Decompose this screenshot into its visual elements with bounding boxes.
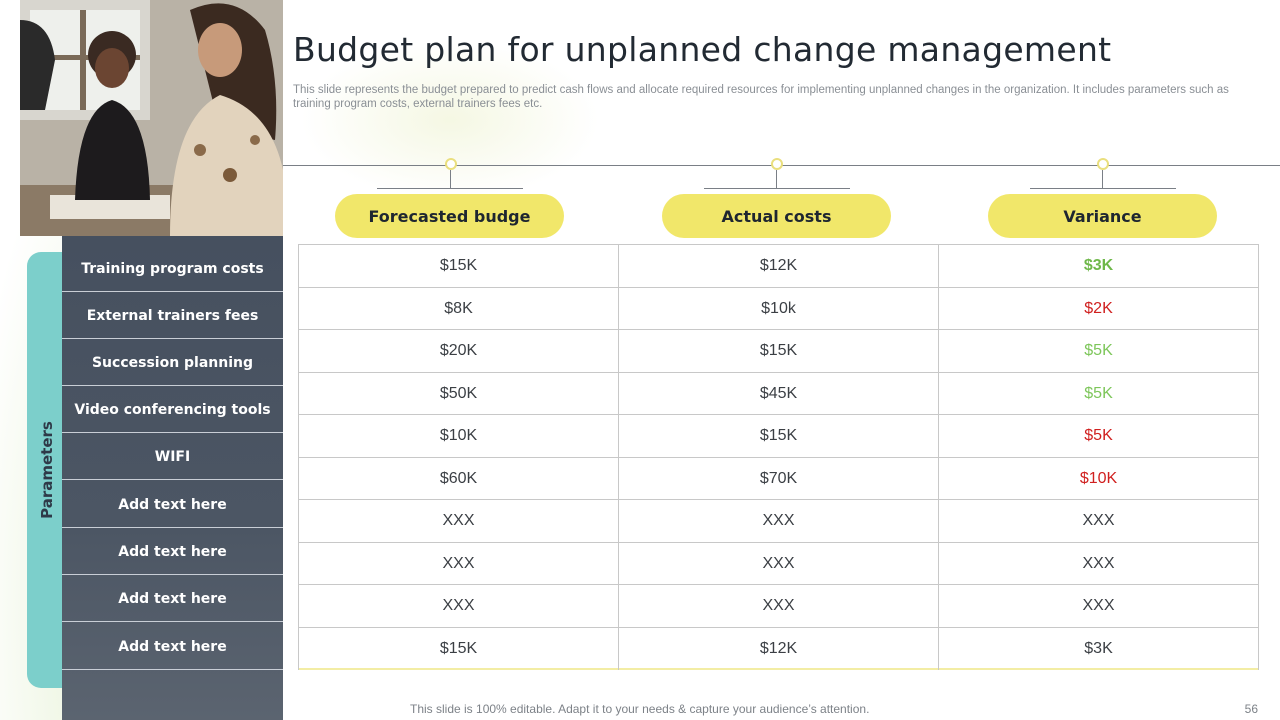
variance-cell: $3K [938,244,1259,287]
budget-table: $15K $12K $3K $8K $10k $2K $20K $15K $5K… [298,244,1259,670]
table-row: $15K $12K $3K [298,244,1259,287]
actual-cell: $12K [618,627,938,670]
connector-stem [450,170,451,188]
connector-bar [704,188,850,189]
variance-cell: XXX [938,542,1259,585]
forecast-cell: $20K [298,329,618,372]
connector-bar [1030,188,1176,189]
parameters-label: Parameters [38,421,56,519]
page-number: 56 [1244,702,1258,716]
page-title: Budget plan for unplanned change managem… [293,30,1112,69]
forecast-cell: $8K [298,287,618,330]
forecast-cell: XXX [298,584,618,627]
connector-bar [377,188,523,189]
header-photo [20,0,283,236]
page-subtitle: This slide represents the budget prepare… [293,84,1229,110]
footer-note: This slide is 100% editable. Adapt it to… [410,702,870,716]
forecast-cell: $60K [298,457,618,500]
connector-stem [776,170,777,188]
actual-cell: XXX [618,499,938,542]
forecast-cell: XXX [298,542,618,585]
forecast-cell: $15K [298,627,618,670]
column-header-variance: Variance [988,194,1217,238]
variance-cell: XXX [938,499,1259,542]
table-row: $60K $70K $10K [298,457,1259,500]
parameter-item: Add text here [62,482,283,528]
connector-dot [1097,158,1109,170]
column-header-actual-costs: Actual costs [662,194,891,238]
variance-cell: $10K [938,457,1259,500]
variance-cell: $5K [938,372,1259,415]
forecast-cell: XXX [298,499,618,542]
actual-cell: $70K [618,457,938,500]
forecast-cell: $50K [298,372,618,415]
actual-cell: $15K [618,329,938,372]
variance-cell: $5K [938,329,1259,372]
table-row: $15K $12K $3K [298,627,1259,670]
parameters-panel [62,236,283,720]
connector-dot [771,158,783,170]
actual-cell: XXX [618,584,938,627]
actual-cell: $10k [618,287,938,330]
variance-cell: $2K [938,287,1259,330]
variance-cell: XXX [938,584,1259,627]
variance-cell: $5K [938,414,1259,457]
connector-dot [445,158,457,170]
forecast-cell: $10K [298,414,618,457]
parameter-item: Video conferencing tools [62,387,283,433]
parameter-item: Training program costs [62,246,283,292]
actual-cell: $12K [618,244,938,287]
actual-cell: $45K [618,372,938,415]
column-header-forecasted-budget: Forecasted budge [335,194,564,238]
parameter-item: Add text here [62,576,283,622]
table-row: XXX XXX XXX [298,499,1259,542]
parameter-item: Add text here [62,624,283,670]
parameter-item: Add text here [62,529,283,575]
table-row: $50K $45K $5K [298,372,1259,415]
parameter-item: External trainers fees [62,293,283,339]
actual-cell: XXX [618,542,938,585]
table-row: $20K $15K $5K [298,329,1259,372]
forecast-cell: $15K [298,244,618,287]
table-row: $10K $15K $5K [298,414,1259,457]
actual-cell: $15K [618,414,938,457]
table-row: XXX XXX XXX [298,584,1259,627]
table-row: XXX XXX XXX [298,542,1259,585]
connector-stem [1102,170,1103,188]
parameter-item: Succession planning [62,340,283,386]
table-row: $8K $10k $2K [298,287,1259,330]
parameter-item: WIFI [62,434,283,480]
variance-cell: $3K [938,627,1259,670]
